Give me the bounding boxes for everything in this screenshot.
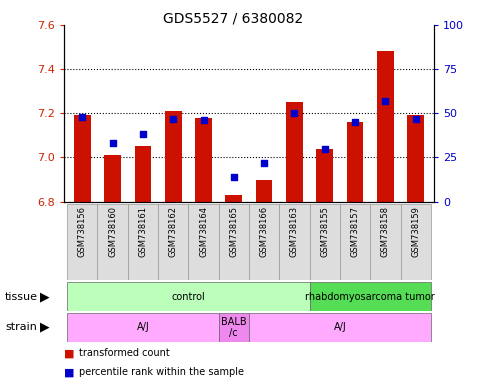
Bar — [104, 155, 121, 202]
Point — [108, 140, 116, 146]
Bar — [400, 204, 431, 280]
Bar — [195, 118, 212, 202]
Text: GSM738158: GSM738158 — [381, 206, 390, 257]
Bar — [219, 313, 249, 342]
Text: strain: strain — [5, 322, 37, 333]
Text: GSM738157: GSM738157 — [351, 206, 359, 257]
Bar — [67, 282, 310, 311]
Text: transformed count: transformed count — [79, 348, 170, 358]
Text: ■: ■ — [64, 348, 74, 358]
Bar — [135, 146, 151, 202]
Bar — [370, 204, 400, 280]
Text: GSM738155: GSM738155 — [320, 206, 329, 257]
Bar — [67, 313, 219, 342]
Text: GSM738156: GSM738156 — [78, 206, 87, 257]
Bar — [225, 195, 242, 202]
Bar — [158, 204, 188, 280]
Bar — [67, 204, 98, 280]
Bar — [317, 149, 333, 202]
Bar — [286, 102, 303, 202]
Text: A/J: A/J — [137, 322, 149, 333]
Text: GSM738161: GSM738161 — [139, 206, 147, 257]
Text: ▶: ▶ — [39, 290, 49, 303]
Bar — [249, 313, 431, 342]
Bar — [377, 51, 394, 202]
Bar — [347, 122, 363, 202]
Point — [321, 146, 329, 152]
Bar — [340, 204, 370, 280]
Text: GSM738162: GSM738162 — [169, 206, 177, 257]
Bar — [219, 204, 249, 280]
Text: BALB
/c: BALB /c — [221, 316, 246, 338]
Text: GSM738159: GSM738159 — [411, 206, 420, 257]
Text: tissue: tissue — [5, 291, 38, 302]
Point — [412, 116, 420, 122]
Text: GSM738165: GSM738165 — [229, 206, 238, 257]
Text: A/J: A/J — [333, 322, 346, 333]
Point — [78, 114, 86, 120]
Point — [260, 160, 268, 166]
Point — [200, 117, 208, 123]
Text: GSM738163: GSM738163 — [290, 206, 299, 257]
Point — [351, 119, 359, 125]
Bar — [188, 204, 219, 280]
Point — [230, 174, 238, 180]
Text: ▶: ▶ — [39, 321, 49, 334]
Bar — [256, 180, 273, 202]
Bar — [165, 111, 181, 202]
Bar — [279, 204, 310, 280]
Point — [382, 98, 389, 104]
Text: control: control — [172, 291, 205, 302]
Text: percentile rank within the sample: percentile rank within the sample — [79, 367, 244, 377]
Bar — [128, 204, 158, 280]
Text: GSM738160: GSM738160 — [108, 206, 117, 257]
Point — [290, 110, 298, 116]
Bar — [249, 204, 279, 280]
Text: rhabdomyosarcoma tumor: rhabdomyosarcoma tumor — [305, 291, 435, 302]
Bar — [310, 204, 340, 280]
Text: GSM738166: GSM738166 — [260, 206, 269, 257]
Bar — [98, 204, 128, 280]
Point — [139, 131, 147, 137]
Text: GSM738164: GSM738164 — [199, 206, 208, 257]
Bar — [407, 116, 424, 202]
Text: ■: ■ — [64, 367, 74, 377]
Bar — [74, 116, 91, 202]
Point — [169, 116, 177, 122]
Text: GDS5527 / 6380082: GDS5527 / 6380082 — [163, 12, 303, 25]
Bar — [310, 282, 431, 311]
